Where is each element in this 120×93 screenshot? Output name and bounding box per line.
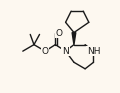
Text: NH: NH <box>87 47 100 56</box>
Polygon shape <box>72 33 76 45</box>
Text: O: O <box>56 29 63 38</box>
Text: N: N <box>62 47 69 56</box>
Text: O: O <box>42 47 49 56</box>
